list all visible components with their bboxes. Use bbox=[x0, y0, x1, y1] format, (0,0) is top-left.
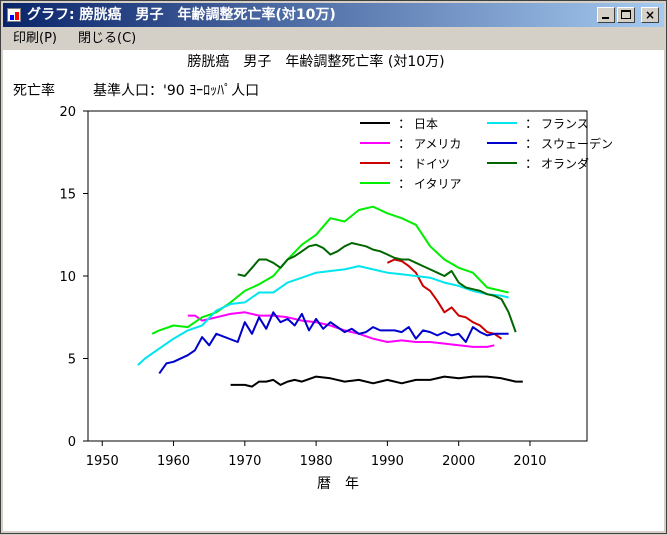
chart-title: 膀胱癌 男子 年齢調整死亡率 (対10万) bbox=[187, 53, 444, 70]
title-bar[interactable]: グラフ: 膀胱癌 男子 年齢調整死亡率(対10万) × bbox=[3, 3, 664, 27]
y-axis-label: 死亡率 bbox=[13, 82, 55, 99]
menu-close[interactable]: 閉じる(C) bbox=[78, 31, 137, 46]
series-line bbox=[237, 242, 517, 333]
legend-separator: ： bbox=[398, 157, 411, 172]
legend-label: アメリカ bbox=[414, 137, 461, 151]
close-icon: × bbox=[644, 8, 656, 22]
maximize-button[interactable] bbox=[617, 7, 635, 23]
legend-separator: ： bbox=[398, 137, 411, 152]
chart-area: 膀胱癌 男子 年齢調整死亡率 (対10万) 死亡率 基準人口：'90 ﾖｰﾛｯﾊ… bbox=[3, 50, 664, 531]
maximize-icon bbox=[621, 10, 631, 19]
x-tick-label: 1980 bbox=[300, 454, 333, 469]
legend-label: 日本 bbox=[414, 117, 438, 131]
legend-separator: ： bbox=[525, 137, 538, 152]
minimize-button[interactable] bbox=[597, 7, 615, 23]
x-tick-label: 1970 bbox=[228, 454, 261, 469]
legend-label: ドイツ bbox=[414, 157, 450, 171]
window-title: グラフ: 膀胱癌 男子 年齢調整死亡率(対10万) bbox=[27, 7, 336, 23]
x-tick-label: 1950 bbox=[86, 454, 119, 469]
y-tick-label: 0 bbox=[68, 435, 76, 450]
y-tick-label: 5 bbox=[68, 353, 76, 368]
series-line bbox=[386, 258, 503, 340]
plot-frame bbox=[87, 110, 588, 442]
chart-svg: 膀胱癌 男子 年齢調整死亡率 (対10万) 死亡率 基準人口：'90 ﾖｰﾛｯﾊ… bbox=[13, 53, 613, 492]
chart-app-icon bbox=[7, 8, 21, 22]
x-tick-label: 1990 bbox=[371, 454, 404, 469]
x-tick-label: 2000 bbox=[442, 454, 475, 469]
x-tick-label: 2010 bbox=[513, 454, 546, 469]
reference-population: 基準人口：'90 ﾖｰﾛｯﾊﾟ人口 bbox=[93, 82, 259, 99]
menu-bar: 印刷(P) 閉じる(C) bbox=[3, 28, 664, 50]
legend-separator: ： bbox=[398, 177, 411, 192]
legend-separator: ： bbox=[525, 117, 538, 132]
minimize-icon bbox=[602, 17, 609, 19]
y-tick-label: 20 bbox=[59, 105, 76, 120]
y-tick-label: 10 bbox=[59, 270, 76, 285]
x-tick-label: 1960 bbox=[157, 454, 190, 469]
series-line bbox=[230, 375, 523, 388]
legend-separator: ： bbox=[525, 157, 538, 172]
close-window-button[interactable]: × bbox=[641, 7, 659, 23]
y-tick-label: 15 bbox=[59, 188, 76, 203]
series-line bbox=[158, 311, 509, 374]
menu-print[interactable]: 印刷(P) bbox=[13, 31, 57, 46]
x-axis-label: 暦 年 bbox=[317, 476, 359, 492]
legend-label: フランス bbox=[541, 117, 589, 131]
series-line bbox=[151, 205, 509, 335]
legend-label: オランダ bbox=[541, 156, 589, 171]
legend-label: スウェーデン bbox=[541, 136, 613, 151]
legend-separator: ： bbox=[398, 117, 411, 132]
series-line bbox=[137, 265, 509, 366]
legend-label: イタリア bbox=[414, 177, 462, 191]
